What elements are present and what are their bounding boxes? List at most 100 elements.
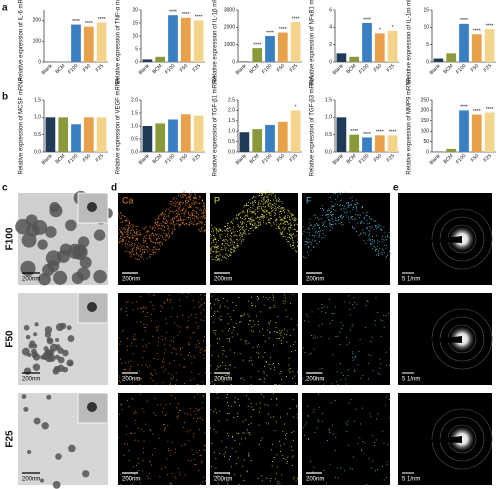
eds-dot: [236, 244, 238, 246]
panel-label: a: [2, 3, 8, 14]
bar: [45, 117, 56, 152]
eds-dot: [360, 222, 362, 224]
eds-dot: [374, 441, 376, 443]
eds-dot: [294, 350, 296, 352]
eds-dot: [181, 196, 183, 198]
particle: [27, 449, 32, 455]
eds-dot: [261, 193, 263, 194]
eds-dot: [164, 338, 166, 339]
eds-dot: [265, 201, 267, 202]
eds-dot: [349, 204, 350, 206]
eds-dot: [296, 231, 297, 232]
eds-dot: [176, 223, 178, 225]
scale-label: 200nm: [122, 277, 140, 283]
eds-dot: [275, 326, 277, 328]
significance: ****: [266, 30, 274, 36]
eds-dot: [381, 252, 382, 253]
eds-dot: [250, 203, 252, 205]
eds-dot: [177, 335, 179, 337]
eds-dot: [164, 226, 165, 227]
particle: [45, 354, 54, 363]
eds-dot: [274, 194, 276, 196]
eds-dot: [183, 366, 185, 368]
eds-dot: [202, 217, 203, 219]
eds-dot: [158, 223, 160, 225]
eds-dot: [355, 356, 357, 358]
eds-dot: [219, 253, 221, 255]
particle: [93, 229, 106, 241]
eds-dot: [269, 194, 271, 195]
significance: ****: [350, 129, 358, 135]
eds-dot: [137, 379, 139, 381]
eds-dot: [230, 230, 232, 232]
eds-dot: [186, 202, 188, 204]
eds-dot: [190, 199, 192, 200]
eds-dot: [118, 212, 120, 214]
eds-dot: [261, 475, 263, 477]
eds-dot: [267, 404, 269, 406]
x-tick-label: F25: [483, 63, 493, 73]
eds-dot: [183, 383, 185, 384]
eds-dot: [177, 316, 178, 318]
eds-dot: [359, 217, 361, 218]
x-tick-label: F50: [82, 153, 92, 163]
eds-dot: [217, 397, 219, 399]
eds-dot: [198, 373, 200, 375]
eds-dot: [313, 226, 314, 228]
eds-dot: [159, 242, 161, 243]
eds-dot: [199, 352, 201, 354]
eds-dot: [253, 211, 255, 213]
eds-dot: [372, 248, 373, 250]
eds-dot: [236, 247, 238, 248]
eds-dot: [274, 305, 276, 306]
eds-dot: [219, 319, 221, 321]
eds-dot: [284, 216, 286, 218]
eds-dot: [182, 196, 184, 198]
eds-dot: [163, 352, 165, 354]
eds-dot: [179, 410, 181, 412]
eds-dot: [355, 205, 357, 207]
eds-dot: [129, 368, 131, 370]
eds-dot: [129, 223, 131, 225]
eds-dot: [198, 195, 200, 197]
eds-dot: [359, 339, 361, 341]
x-tick-label: F25: [192, 153, 202, 163]
eds-dot: [337, 384, 339, 385]
eds-dot: [152, 249, 154, 251]
eds-dot: [260, 378, 261, 380]
eds-dot: [234, 234, 236, 236]
eds-dot: [276, 218, 277, 220]
eds-dot: [226, 300, 228, 302]
eds-dot: [125, 227, 127, 229]
eds-dot: [369, 239, 371, 241]
bar: [290, 110, 301, 152]
channel-label: Ca: [122, 195, 134, 205]
eds-dot: [156, 352, 158, 354]
eds-dot: [350, 216, 352, 218]
eds-dot: [348, 295, 350, 297]
eds-dot: [163, 229, 165, 231]
eds-dot: [168, 215, 170, 216]
eds-dot: [130, 479, 132, 481]
eds-dot: [144, 237, 146, 239]
eds-dot: [172, 223, 174, 225]
eds-dot: [279, 201, 281, 203]
eds-dot: [190, 218, 192, 220]
eds-dot: [250, 360, 252, 362]
eds-dot: [156, 233, 158, 235]
eds-dot: [164, 369, 166, 370]
eds-dot: [125, 434, 127, 436]
eds-dot: [270, 192, 272, 194]
eds-dot: [233, 235, 235, 237]
eds-dot: [232, 231, 234, 233]
eds-dot: [261, 209, 263, 211]
eds-dot: [383, 314, 385, 316]
eds-dot: [186, 196, 188, 198]
eds-dot: [370, 355, 372, 357]
eds-dot: [225, 254, 227, 256]
x-tick-label: F25: [386, 153, 396, 163]
bar: [484, 112, 495, 152]
eds-dot: [141, 253, 143, 255]
eds-dot: [335, 436, 337, 438]
eds-dot: [190, 194, 192, 196]
